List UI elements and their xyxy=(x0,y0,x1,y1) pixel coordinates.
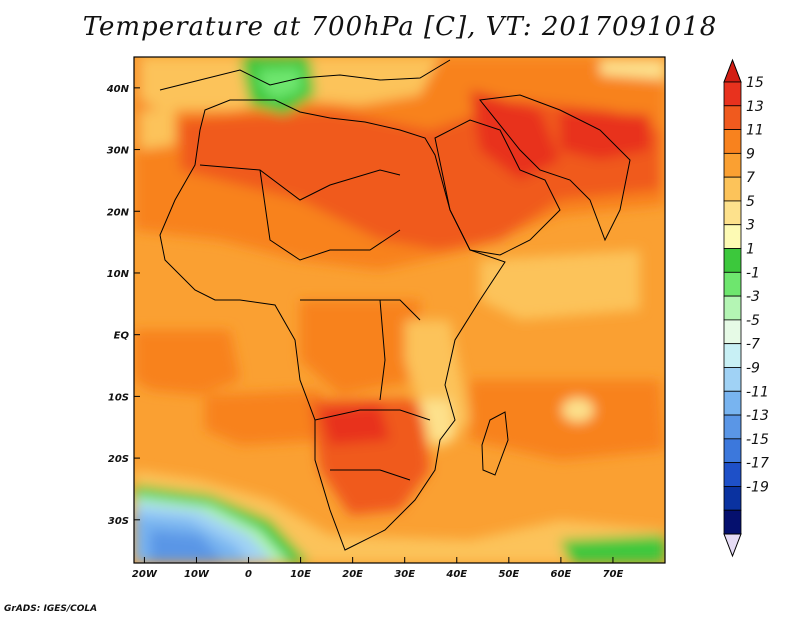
lon-tick-label: 50E xyxy=(498,569,519,580)
field-1c-southeast xyxy=(560,535,665,563)
colorbar-swatch xyxy=(723,81,742,107)
coastlines xyxy=(159,59,631,551)
lat-tick-label: 30N xyxy=(107,146,130,157)
colorbar-swatch xyxy=(723,319,742,345)
colorbar-label: 3 xyxy=(746,218,755,234)
field-11c-angola-coast xyxy=(205,390,330,445)
lon-tick-label: 70E xyxy=(603,569,624,580)
lon-tick-label: 20W xyxy=(132,569,158,580)
longitude-ticks: 20W 10W 0 10E 20E 30E 40E 50E 60E 70E xyxy=(132,557,624,580)
colorbar-label: -9 xyxy=(746,360,760,376)
madagascar-outline xyxy=(481,411,509,476)
colorbar-label: 1 xyxy=(746,242,755,258)
field-5c-malawi xyxy=(420,400,455,445)
lon-tick-label: 40E xyxy=(445,569,467,580)
colorbar-swatch xyxy=(723,152,742,178)
border-2 xyxy=(259,169,401,261)
arabia-outline xyxy=(434,119,561,256)
temperature-field xyxy=(134,57,665,563)
iran-india-outline xyxy=(479,94,631,242)
colorbar-swatch xyxy=(723,129,742,154)
colorbar-swatch xyxy=(723,414,742,440)
colorbar-swatch xyxy=(723,176,742,202)
colorbar-label: -15 xyxy=(746,432,769,448)
lat-tick-label: 20S xyxy=(108,454,129,465)
border-4 xyxy=(314,409,431,421)
credit-text: GrADS: IGES/COLA xyxy=(4,604,98,614)
lat-tick-label: 10N xyxy=(107,269,130,280)
border-3 xyxy=(300,299,421,321)
field-5c-central-asia xyxy=(600,60,665,80)
colorbar-swatch xyxy=(723,438,742,464)
colorbar-swatch xyxy=(723,224,742,249)
border-5 xyxy=(330,469,411,481)
border-1 xyxy=(199,164,401,201)
colorbar-label: -11 xyxy=(746,384,769,400)
lat-tick-label: 10S xyxy=(108,392,129,403)
colorbar-bottom-arrow xyxy=(723,533,742,558)
colorbar-label: 13 xyxy=(746,99,764,115)
field-11c-gulf-guinea xyxy=(134,330,240,395)
lon-tick-label: 20E xyxy=(342,569,363,580)
colorbar-label: -1 xyxy=(746,265,760,281)
colorbar-swatch xyxy=(723,390,742,416)
colorbar-swatch xyxy=(723,105,742,130)
colorbar-label: 7 xyxy=(746,170,755,186)
colorbar-label: -7 xyxy=(746,337,760,353)
europe-coast xyxy=(159,59,451,91)
colorbar-label: 9 xyxy=(746,146,755,162)
field-5c-spot xyxy=(562,398,594,422)
colorbar-top-arrow xyxy=(723,58,742,83)
colorbar-label: -3 xyxy=(746,289,760,305)
lon-tick-label: 0 xyxy=(245,569,252,580)
field-m11c-south xyxy=(150,530,225,563)
field-m1c-alps-core xyxy=(258,68,302,100)
colorbar-swatch xyxy=(723,367,742,392)
colorbar-label: 15 xyxy=(746,75,764,91)
field-7c-east-africa xyxy=(405,320,470,450)
colorbar-swatch xyxy=(723,343,742,368)
field-11c-congo xyxy=(300,300,420,395)
africa-outline xyxy=(159,99,506,551)
lat-tick-label: EQ xyxy=(114,331,130,342)
field-13c-egypt-sudan xyxy=(400,150,470,250)
colorbar-label: -19 xyxy=(746,479,769,495)
lon-tick-label: 30E xyxy=(394,569,415,580)
border-6 xyxy=(379,299,386,401)
lon-tick-label: 60E xyxy=(551,569,572,580)
chart-title: Temperature at 700hPa [C], VT: 201709101… xyxy=(82,12,718,42)
lat-tick-label: 30S xyxy=(108,516,129,527)
colorbar-swatch xyxy=(723,509,742,535)
colorbar-swatch xyxy=(723,200,742,226)
field-11c-indian-ocean xyxy=(470,380,665,460)
colorbar-label: 11 xyxy=(746,123,764,139)
colorbar-swatch xyxy=(723,486,742,511)
map-frame xyxy=(133,56,666,564)
field-7c-atlantic xyxy=(140,110,175,150)
colorbar-label: -17 xyxy=(746,456,769,472)
colorbar-swatch xyxy=(723,271,742,297)
colorbar-swatch xyxy=(723,295,742,321)
colorbar: 15 13 11 9 7 5 3 1 -1 -3 -5 -7 -9 -11 -13 -15 -17 -19 xyxy=(723,58,769,558)
lat-tick-label: 40N xyxy=(106,84,130,95)
lon-tick-label: 10W xyxy=(184,569,210,580)
field-7c-arabian-sea xyxy=(480,250,640,320)
colorbar-label: 5 xyxy=(746,194,755,210)
lat-tick-label: 20N xyxy=(107,207,130,218)
colorbar-swatch xyxy=(723,248,742,273)
colorbar-label: -5 xyxy=(746,313,760,329)
colorbar-label: -13 xyxy=(746,408,769,424)
latitude-ticks: 40N 30N 20N 10N EQ 10S 20S 30S xyxy=(106,84,140,527)
field-15c-iran xyxy=(470,90,560,180)
lon-tick-label: 10E xyxy=(290,569,311,580)
colorbar-swatch xyxy=(723,462,742,487)
